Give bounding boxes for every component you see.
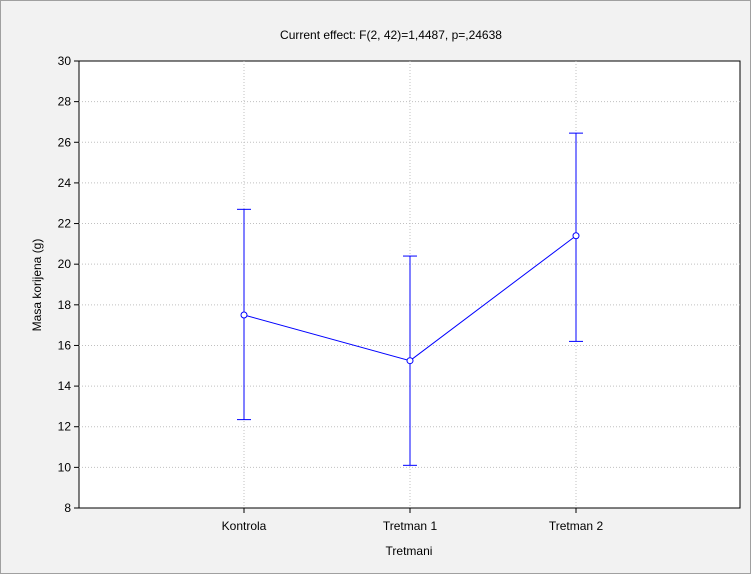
y-axis-ticks: 8 10 12 14 16 18 20 22 24 26 28 30 [58, 54, 79, 515]
data-point [572, 232, 580, 240]
x-tick-label: Kontrola [222, 519, 267, 533]
x-axis-ticks: Kontrola Tretman 1 Tretman 2 [222, 508, 604, 533]
y-tick-label: 24 [58, 176, 72, 190]
y-tick-label: 18 [58, 298, 72, 312]
y-tick-label: 12 [58, 420, 72, 434]
y-tick-label: 10 [58, 460, 72, 474]
data-point [240, 311, 248, 319]
y-tick-label: 30 [58, 54, 72, 68]
series-layer [237, 132, 583, 466]
chart-title: Current effect: F(2, 42)=1,4487, p=,2463… [280, 28, 502, 42]
y-tick-label: 20 [58, 257, 72, 271]
y-tick-label: 8 [64, 501, 71, 515]
y-tick-label: 26 [58, 135, 72, 149]
x-axis-label: Tretmani [386, 544, 433, 558]
y-tick-label: 22 [58, 217, 72, 231]
y-axis-label: Masa korijena (g) [30, 239, 44, 332]
x-tick-label: Tretman 2 [549, 519, 604, 533]
y-tick-label: 28 [58, 95, 72, 109]
data-point [406, 357, 414, 365]
y-tick-label: 16 [58, 338, 72, 352]
y-tick-label: 14 [58, 379, 72, 393]
x-tick-label: Tretman 1 [383, 519, 438, 533]
